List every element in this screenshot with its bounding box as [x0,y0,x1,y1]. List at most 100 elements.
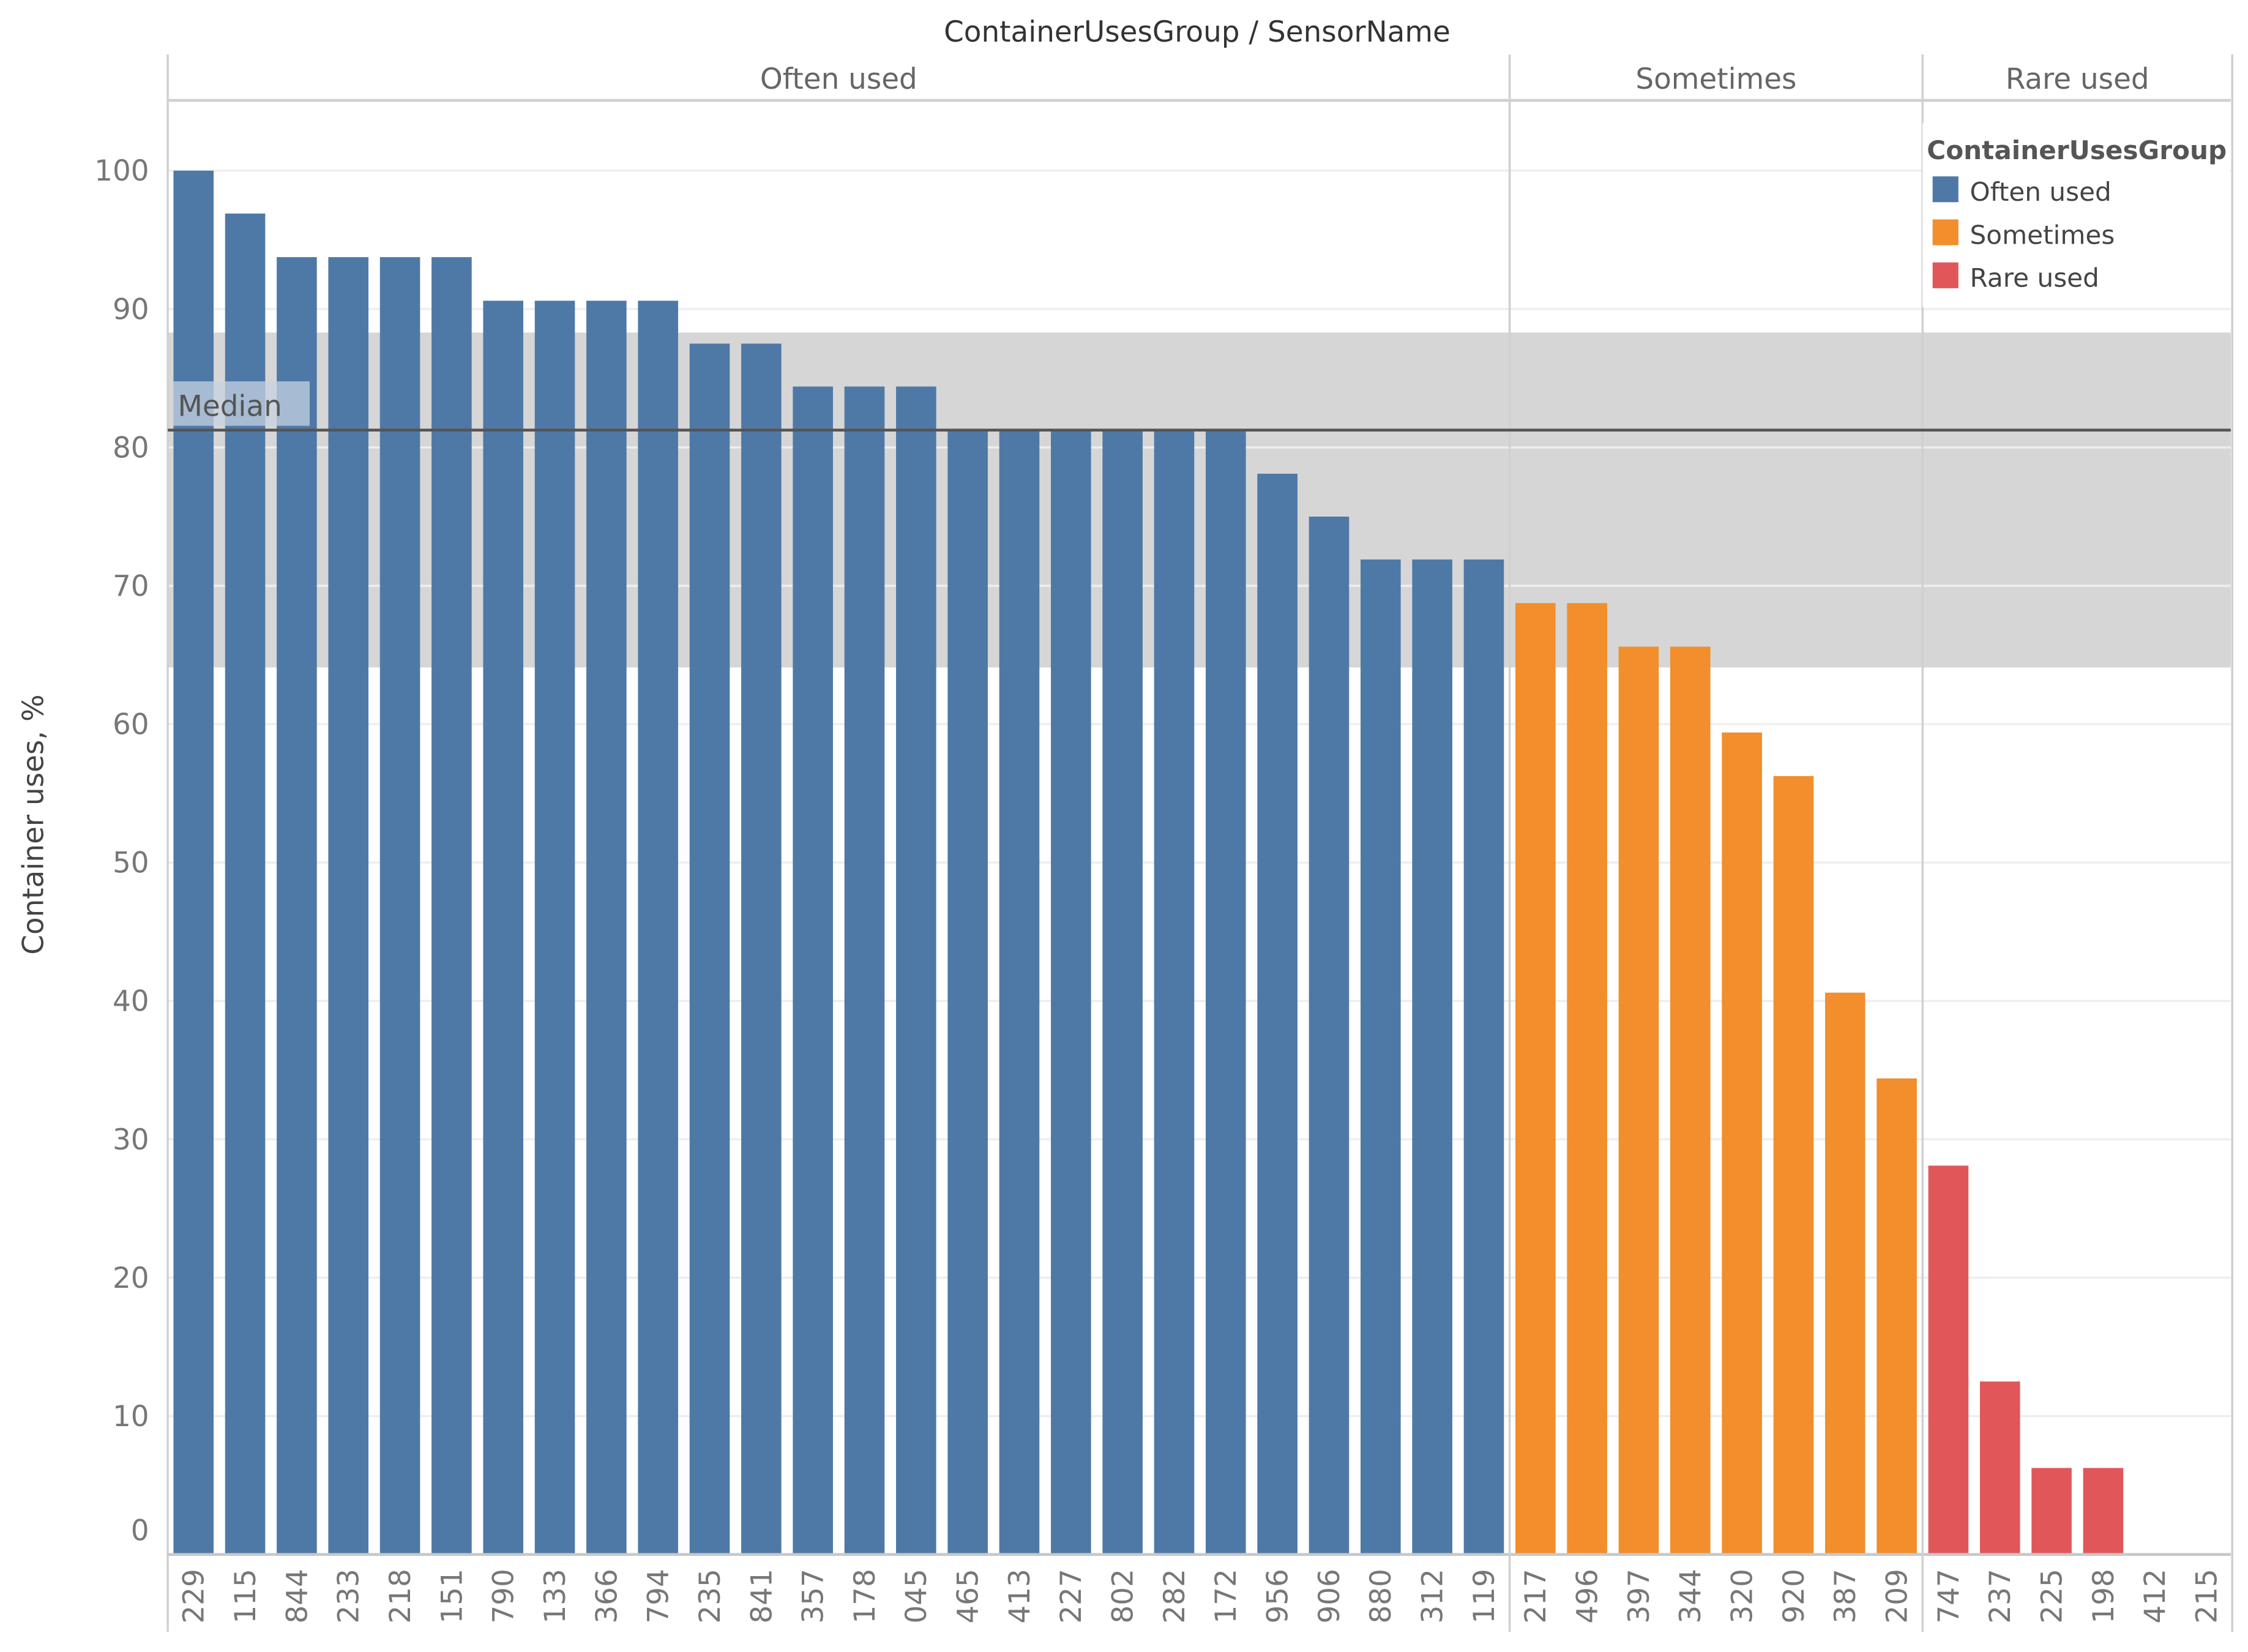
x-tick-label: 218 [384,1569,417,1623]
y-tick-label: 100 [94,155,149,188]
legend-swatch-rare-used [1932,262,1959,288]
y-tick-label: 20 [113,1262,149,1295]
bar-133 [534,301,575,1555]
x-tick-label: 151 [436,1569,469,1623]
bar-119 [1463,559,1504,1555]
pane-frame [166,54,2233,1632]
x-tick-label: 357 [797,1569,831,1623]
pane-header-rare-used: Rare used [2006,63,2149,96]
x-tick-label: 920 [1778,1569,1811,1623]
x-tick-label: 465 [952,1569,985,1623]
bar-312 [1412,559,1452,1555]
bar-794 [638,301,678,1555]
bar-233 [328,257,369,1555]
x-tick-label: 233 [333,1569,366,1623]
x-tick-label: 227 [1055,1569,1088,1623]
legend-title: ContainerUsesGroup [1927,135,2227,165]
bar-282 [1154,430,1195,1555]
y-tick-label: 0 [131,1514,149,1547]
x-tick-label: 320 [1727,1569,1760,1623]
x-axis-labels: 229 115 844 233 218 151 790 133 366 794 235 841 357 1… [178,1569,2224,1623]
x-tick-label: 133 [539,1569,572,1623]
x-tick-label: 225 [2036,1569,2069,1623]
bar-209 [1876,1078,1917,1555]
bar-320 [1722,732,1762,1555]
bar-344 [1670,646,1711,1555]
y-tick-label: 80 [113,432,149,465]
x-tick-label: 366 [591,1569,624,1623]
y-tick-label: 30 [113,1124,149,1157]
bar-844 [277,257,317,1555]
x-tick-label: 344 [1675,1569,1708,1623]
bar-465 [947,430,988,1555]
x-tick-label: 747 [1933,1569,1966,1623]
bar-235 [689,343,730,1555]
x-tick-label: 229 [178,1569,211,1623]
y-tick-label: 40 [113,985,149,1018]
x-tick-label: 802 [1107,1569,1140,1623]
x-tick-label: 237 [1984,1569,2017,1623]
bar-229 [173,170,214,1555]
x-tick-label: 906 [1313,1569,1346,1623]
bar-237 [1979,1381,2020,1555]
y-tick-label: 10 [113,1400,149,1433]
bar-906 [1309,517,1350,1555]
x-tick-label: 178 [849,1569,882,1623]
reference-band [168,332,2231,668]
bar-045 [896,386,936,1555]
bar-496 [1567,603,1607,1555]
x-tick-label: 841 [745,1569,779,1623]
x-tick-label: 119 [1468,1569,1501,1623]
bar-151 [431,257,472,1555]
pane-headers: Often used Sometimes Rare used [760,63,2149,96]
bar-387 [1824,992,1865,1555]
chart-title: ContainerUsesGroup / SensorName [944,16,1451,49]
y-tick-label: 70 [113,570,149,603]
legend-item-often-used[interactable]: Often used [1970,177,2112,207]
x-tick-label: 217 [1520,1569,1553,1623]
x-tick-label: 790 [488,1569,521,1623]
x-tick-label: 412 [2139,1569,2172,1623]
bar-920 [1773,776,1814,1555]
bar-413 [999,430,1040,1555]
x-tick-label: 198 [2088,1569,2121,1623]
legend-swatch-often-used [1932,176,1959,203]
x-tick-label: 172 [1210,1569,1243,1623]
legend-background [1922,123,2230,307]
bar-880 [1361,559,1401,1555]
median-reference-line: Median [168,381,2231,432]
x-tick-label: 235 [694,1569,727,1623]
x-tick-label: 844 [281,1569,314,1623]
x-tick-label: 387 [1829,1569,1862,1623]
bar-198 [2083,1468,2124,1555]
median-label-box [173,381,310,426]
bar-218 [379,257,420,1555]
pane-header-sometimes: Sometimes [1635,63,1796,96]
pane-header-often-used: Often used [760,63,917,96]
bar-217 [1515,603,1556,1555]
legend-swatch-sometimes [1932,219,1959,245]
bar-357 [793,386,833,1555]
bar-841 [741,343,782,1555]
bar-747 [1928,1165,1969,1555]
bar-178 [844,386,885,1555]
y-tick-label: 90 [113,293,149,326]
x-tick-label: 282 [1159,1569,1192,1623]
bar-397 [1618,646,1659,1555]
bar-115 [225,213,266,1555]
legend-item-sometimes[interactable]: Sometimes [1970,220,2115,250]
x-tick-label: 209 [1881,1569,1914,1623]
bar-366 [586,301,627,1555]
x-tick-label: 880 [1365,1569,1398,1623]
median-label: Median [177,390,282,423]
x-tick-label: 956 [1262,1569,1295,1623]
x-tick-label: 215 [2190,1569,2224,1623]
x-tick-label: 794 [643,1569,676,1623]
legend-item-rare-used[interactable]: Rare used [1970,263,2099,293]
x-tick-label: 115 [230,1569,263,1623]
bar-802 [1102,430,1143,1555]
y-axis-ticks: 0 10 20 30 40 50 60 70 80 90 100 [94,155,149,1547]
bar-172 [1206,430,1246,1555]
bar-227 [1051,430,1091,1555]
